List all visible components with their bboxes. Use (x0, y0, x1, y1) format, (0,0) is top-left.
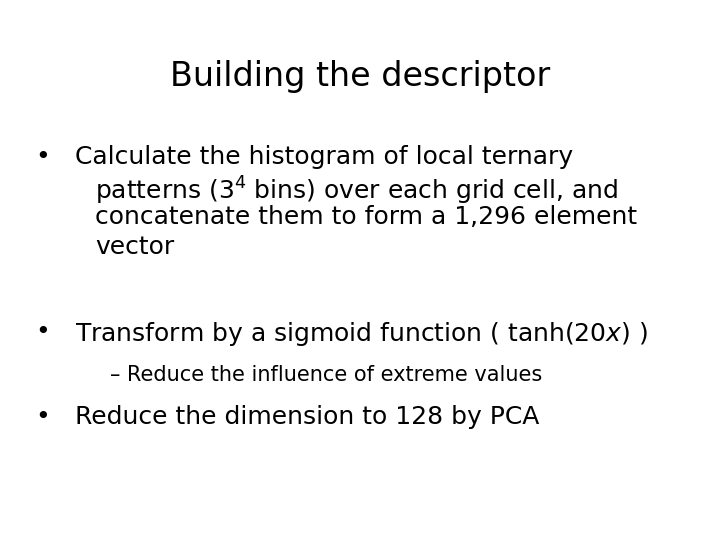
Text: patterns (3$^4$ bins) over each grid cell, and: patterns (3$^4$ bins) over each grid cel… (95, 175, 618, 207)
Text: – Reduce the influence of extreme values: – Reduce the influence of extreme values (110, 365, 542, 385)
Text: Transform by a sigmoid function ( tanh(20$\it{x}$) ): Transform by a sigmoid function ( tanh(2… (75, 320, 648, 348)
Text: •: • (35, 405, 50, 429)
Text: concatenate them to form a 1,296 element: concatenate them to form a 1,296 element (95, 205, 637, 229)
Text: vector: vector (95, 235, 174, 259)
Text: Calculate the histogram of local ternary: Calculate the histogram of local ternary (75, 145, 573, 169)
Text: •: • (35, 320, 50, 344)
Text: •: • (35, 145, 50, 169)
Text: Reduce the dimension to 128 by PCA: Reduce the dimension to 128 by PCA (75, 405, 539, 429)
Text: Building the descriptor: Building the descriptor (170, 60, 550, 93)
